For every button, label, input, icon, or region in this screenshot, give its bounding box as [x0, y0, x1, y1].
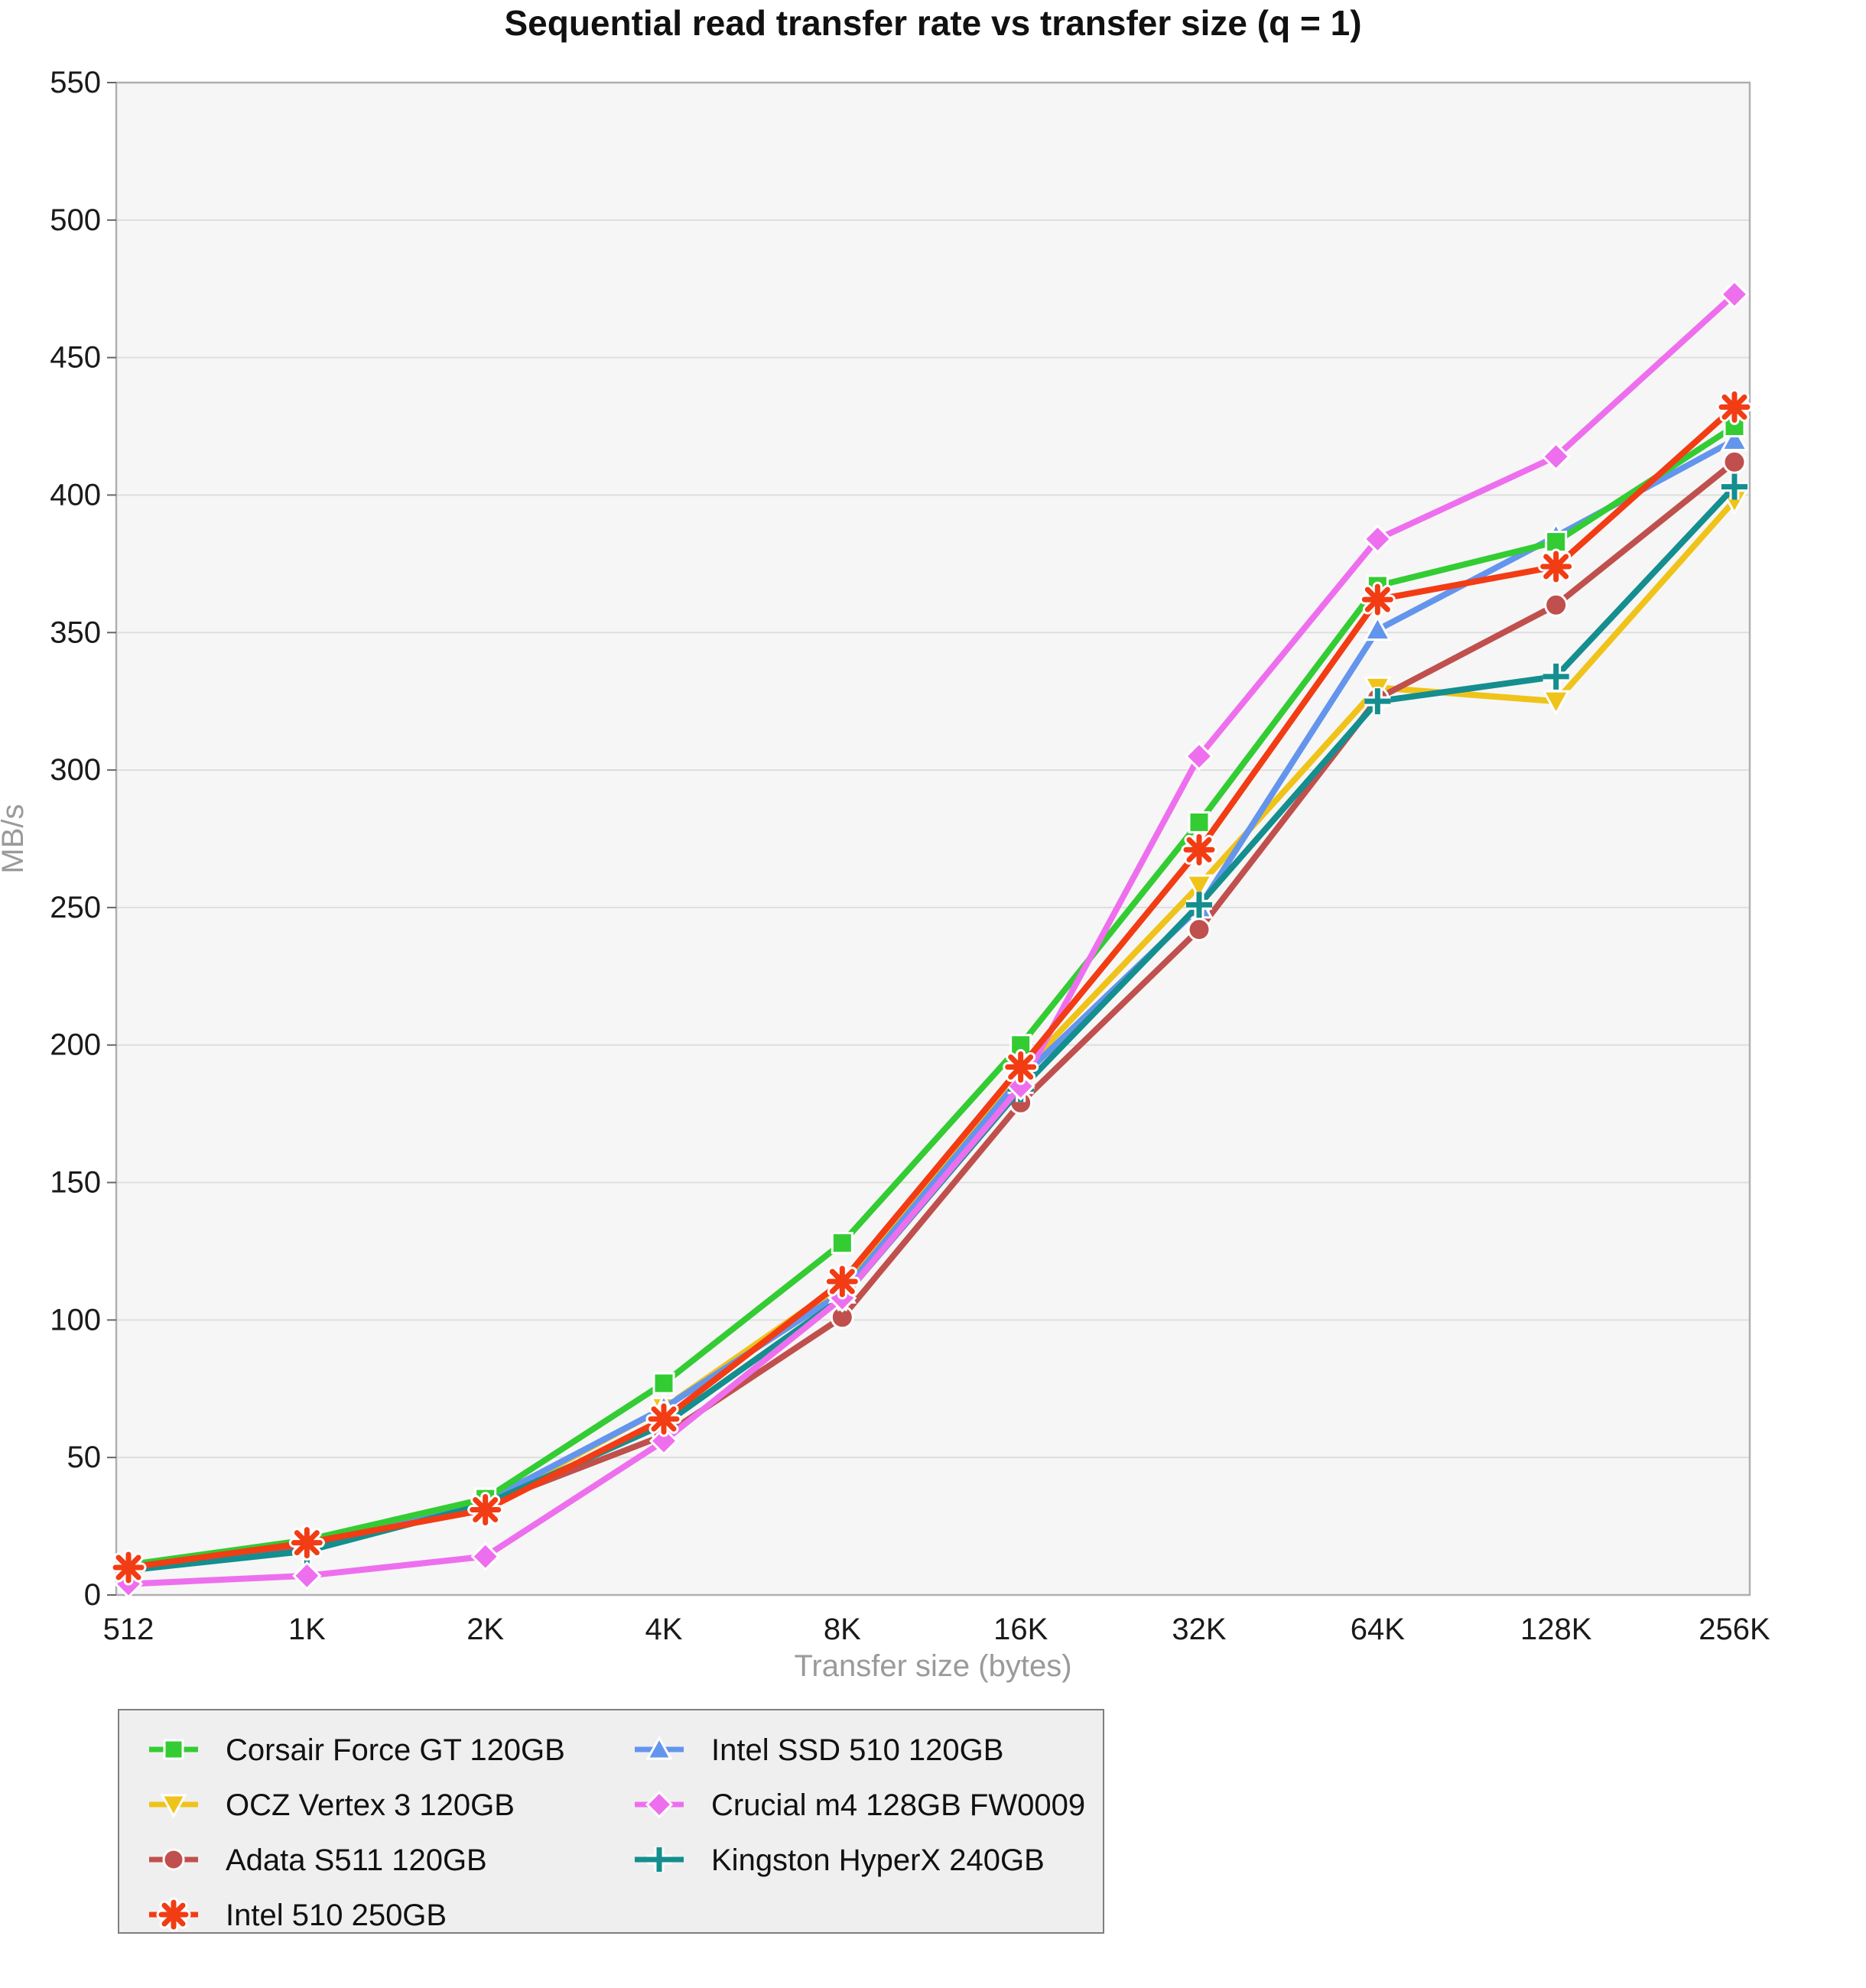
x-tick-label: 256K [1699, 1613, 1770, 1646]
y-axis-ticks [107, 82, 116, 1596]
x-tick-label: 512 [103, 1613, 154, 1646]
legend-item-kingston-hyperx-240gb: Kingston HyperX 240GB [635, 1843, 1045, 1877]
x-tick-label: 4K [645, 1613, 683, 1646]
legend-item-label: Intel 510 250GB [226, 1899, 447, 1932]
x-tick-label: 64K [1351, 1613, 1405, 1646]
plot-area: 0 50 100 150 200 250 300 350 400 450 500 550 512 1K 2K… [50, 66, 1770, 1646]
x-axis-labels: 512 1K 2K 4K 8K 16K 32K 64K 128K 256K [103, 1613, 1770, 1646]
y-tick-label: 100 [50, 1303, 101, 1337]
y-tick-label: 250 [50, 891, 101, 924]
y-tick-label: 500 [50, 203, 101, 237]
series-intel-510-250gb [110, 388, 1753, 1586]
y-axis-title: MB/s [0, 804, 30, 873]
y-tick-label: 200 [50, 1028, 101, 1062]
y-tick-label: 0 [84, 1578, 101, 1612]
legend-item-label: OCZ Vertex 3 120GB [226, 1788, 515, 1822]
legend-item-label: Kingston HyperX 240GB [711, 1843, 1045, 1877]
y-tick-label: 150 [50, 1166, 101, 1200]
y-tick-label: 300 [50, 753, 101, 787]
y-tick-label: 350 [50, 616, 101, 649]
y-tick-label: 400 [50, 478, 101, 512]
y-tick-label: 450 [50, 341, 101, 375]
x-tick-label: 16K [993, 1613, 1048, 1646]
x-tick-label: 2K [466, 1613, 504, 1646]
legend-item-label: Corsair Force GT 120GB [226, 1733, 565, 1767]
x-axis-title: Transfer size (bytes) [794, 1649, 1071, 1683]
x-tick-label: 1K [288, 1613, 326, 1646]
plot-background [116, 83, 1750, 1595]
plot-border [115, 81, 1751, 1597]
legend-item-intel-ssd-510-120gb: Intel SSD 510 120GB [635, 1733, 1003, 1767]
y-tick-label: 50 [67, 1441, 102, 1474]
legend-item-label: Intel SSD 510 120GB [711, 1733, 1003, 1767]
legend-box [118, 1709, 1104, 1934]
legend-item-intel-510-250gb: Intel 510 250GB [149, 1897, 447, 1932]
legend-item-corsair-force-gt-120gb: Corsair Force GT 120GB [149, 1733, 565, 1767]
legend-item-adata-s511-120gb: Adata S511 120GB [149, 1843, 487, 1877]
x-tick-label: 8K [824, 1613, 861, 1646]
legend-item-crucial-m4-128gb-fw0009: Crucial m4 128GB FW0009 [635, 1788, 1085, 1822]
legend-item-label: Adata S511 120GB [226, 1843, 487, 1877]
chart-title: Sequential read transfer rate vs transfe… [504, 3, 1361, 43]
legend-item-ocz-vertex-3-120gb: OCZ Vertex 3 120GB [149, 1788, 515, 1822]
legend-item-label: Crucial m4 128GB FW0009 [711, 1788, 1085, 1822]
x-tick-label: 128K [1520, 1613, 1592, 1646]
y-tick-label: 550 [50, 66, 101, 99]
y-axis-labels: 0 50 100 150 200 250 300 350 400 450 500 550 [50, 66, 101, 1612]
x-tick-label: 32K [1172, 1613, 1226, 1646]
legend: Corsair Force GT 120GB OCZ Vertex 3 120GB… [118, 1709, 1104, 1934]
series-crucial-m4-128gb-fw0009 [113, 279, 1750, 1599]
